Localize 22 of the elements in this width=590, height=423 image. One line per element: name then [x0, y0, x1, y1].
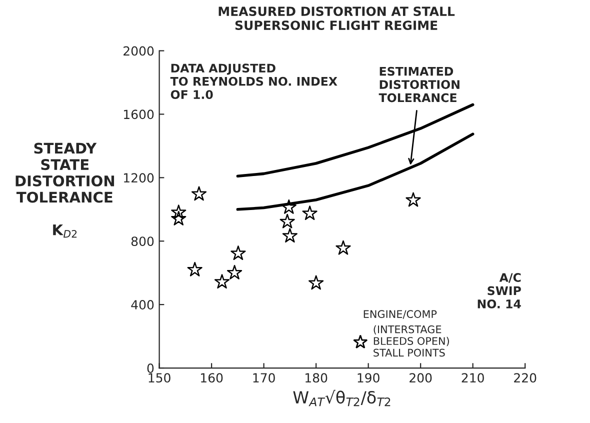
annotation: DATA ADJUSTED TO REYNOLDS NO. INDEX OF 1.0 [170, 64, 338, 100]
chart-title: MEASURED DISTORTION AT STALL SUPERSONIC FLIGHT REGIME [218, 6, 455, 30]
x-tick-label: 170 [253, 373, 275, 383]
text: STEADY STATE DISTORTION TOLERANCE K$_{D2}$ [16, 142, 114, 238]
annotation: ESTIMATED DISTORTION TOLERANCE [378, 66, 460, 102]
x-axis-title: W$_{AT}$√θ$_{T2}$/δ$_{T2}$ [293, 390, 390, 406]
x-tick-label: 190 [358, 373, 380, 383]
y-tick-label: 800 [131, 236, 154, 246]
x-tick-label: 200 [410, 373, 432, 383]
y-tick-label: 400 [131, 300, 154, 310]
annotation: A/C SWIP NO. 14 [478, 273, 521, 308]
legend-label: (INTERSTAGE BLEEDS OPEN) STALL POINTS [374, 325, 449, 357]
y-tick-label: 1200 [124, 173, 154, 183]
x-tick-label: 220 [514, 373, 536, 383]
legend-title: ENGINE/COMP [364, 310, 437, 319]
x-tick-label: 210 [462, 373, 484, 383]
x-tick-label: 180 [306, 373, 328, 383]
x-tick-label: 160 [201, 373, 223, 383]
x-tick-label: 150 [148, 373, 170, 383]
y-tick-label: 0 [147, 363, 154, 373]
y-tick-label: 1600 [124, 110, 154, 120]
y-tick-label: 2000 [124, 46, 154, 56]
